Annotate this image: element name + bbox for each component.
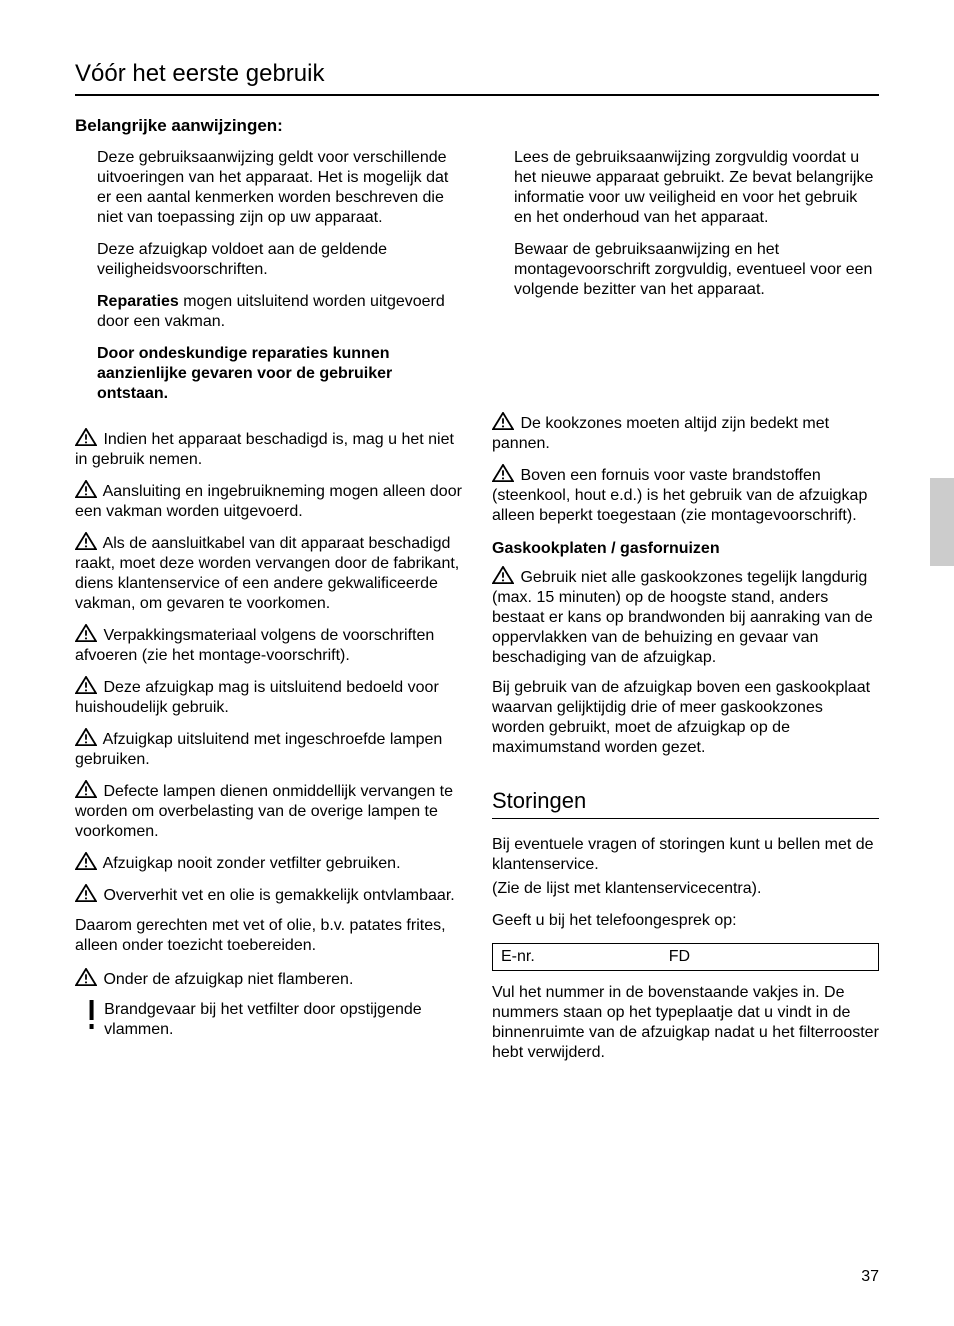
warning-text: Onder de afzuigkap niet flamberen. [103,971,353,988]
warning-text: Boven een fornuis voor vaste brandstoffe… [492,467,867,524]
warning-text: Oververhit vet en olie is gemakkelijk on… [103,887,454,904]
warning-text: Gebruik niet alle gaskookzones tegelijk … [492,569,873,666]
left-column: Belangrijke aanwijzingen: Deze gebruiksa… [75,116,462,1075]
warning-8: Afzuigkap nooit zonder vetfilter gebruik… [75,852,462,874]
page-content: Vóór het eerste gebruik Belangrijke aanw… [0,0,954,1326]
after-warn-para: Daarom gerechten met vet of olie, b.v. p… [75,916,462,956]
warning-text: Afzuigkap nooit zonder vetfilter gebruik… [103,855,401,872]
warning-7: Defecte lampen dienen onmiddellijk verva… [75,780,462,842]
page-number: 37 [861,1268,879,1286]
warning-triangle-icon [75,968,97,986]
warning-text: Als de aansluitkabel van dit apparaat be… [75,535,459,612]
columns-container: Belangrijke aanwijzingen: Deze gebruiksa… [75,116,879,1075]
warning-text: Verpakkingsmateriaal volgens de voorschr… [75,627,434,664]
warning-9: Oververhit vet en olie is gemakkelijk on… [75,884,462,906]
right-column: Lees de gebruiksaanwijzing zorgvuldig vo… [492,116,879,1075]
warning-last: Onder de afzuigkap niet flamberen. [75,968,462,990]
warning-triangle-icon [75,428,97,446]
warning-triangle-icon [75,884,97,902]
storingen-para-2: (Zie de lijst met klantenservicecentra). [492,879,879,899]
warning-triangle-icon [492,464,514,482]
warning-4: Verpakkingsmateriaal volgens de voorschr… [75,624,462,666]
right-intro-1: Lees de gebruiksaanwijzing zorgvuldig vo… [514,148,879,228]
intro-para-2: Deze afzuigkap voldoet aan de geldende v… [97,240,462,280]
reparaties-para: Reparaties mogen uitsluitend worden uitg… [97,292,462,332]
gas-heading: Gaskookplaten / gasfornuizen [492,540,879,558]
warning-triangle-icon [75,780,97,798]
storingen-para-1: Bij eventuele vragen of storingen kunt u… [492,835,879,875]
warning-text: Defecte lampen dienen onmiddellijk verva… [75,783,453,840]
warning-text: Deze afzuigkap mag is uitsluitend bedoel… [75,679,439,716]
storingen-para-3: Geeft u bij het telefoongesprek op: [492,911,879,931]
warning-1: Indien het apparaat beschadigd is, mag u… [75,428,462,470]
warning-triangle-icon [75,676,97,694]
exclamation-icon [87,1000,96,1030]
storingen-title: Storingen [492,788,879,819]
warning-6: Afzuigkap uitsluitend met ingeschroefde … [75,728,462,770]
warning-triangle-icon [75,852,97,870]
reparaties-bold: Reparaties [97,293,179,310]
right-warning-1: De kookzones moeten altijd zijn bedekt m… [492,412,879,454]
right-warning-2: Boven een fornuis voor vaste brandstoffe… [492,464,879,526]
warning-triangle-icon [75,480,97,498]
id-number-box: E-nr. FD [492,943,879,971]
warning-5: Deze afzuigkap mag is uitsluitend bedoel… [75,676,462,718]
storingen-after: Vul het nummer in de bovenstaande vakjes… [492,983,879,1063]
warning-3: Als de aansluitkabel van dit apparaat be… [75,532,462,614]
warning-triangle-icon [75,728,97,746]
warning-triangle-icon [492,566,514,584]
warning-triangle-icon [75,532,97,550]
gas-after: Bij gebruik van de afzuigkap boven een g… [492,678,879,758]
warning-text: Aansluiting en ingebruikneming mogen all… [75,483,462,520]
gas-warning: Gebruik niet alle gaskookzones tegelijk … [492,566,879,668]
warning-text: Indien het apparaat beschadigd is, mag u… [75,431,454,468]
warning-2: Aansluiting en ingebruikneming mogen all… [75,480,462,522]
warning-text: Afzuigkap uitsluitend met ingeschroefde … [75,731,442,768]
exclamation-note: Brandgevaar bij het vetfilter door opsti… [81,1000,462,1040]
warning-text: De kookzones moeten altijd zijn bedekt m… [492,415,829,452]
intro-para-1: Deze gebruiksaanwijzing geldt voor versc… [97,148,462,228]
bold-warning-para: Door ondeskundige reparaties kunnen aanz… [97,344,462,404]
right-intro-2: Bewaar de gebruiksaanwijzing en het mont… [514,240,879,300]
exclamation-text: Brandgevaar bij het vetfilter door opsti… [104,1000,462,1040]
sub-heading: Belangrijke aanwijzingen: [75,116,462,136]
e-nr-label: E-nr. [501,948,669,966]
main-title: Vóór het eerste gebruik [75,60,879,96]
fd-label: FD [669,948,870,966]
warning-triangle-icon [492,412,514,430]
warning-triangle-icon [75,624,97,642]
